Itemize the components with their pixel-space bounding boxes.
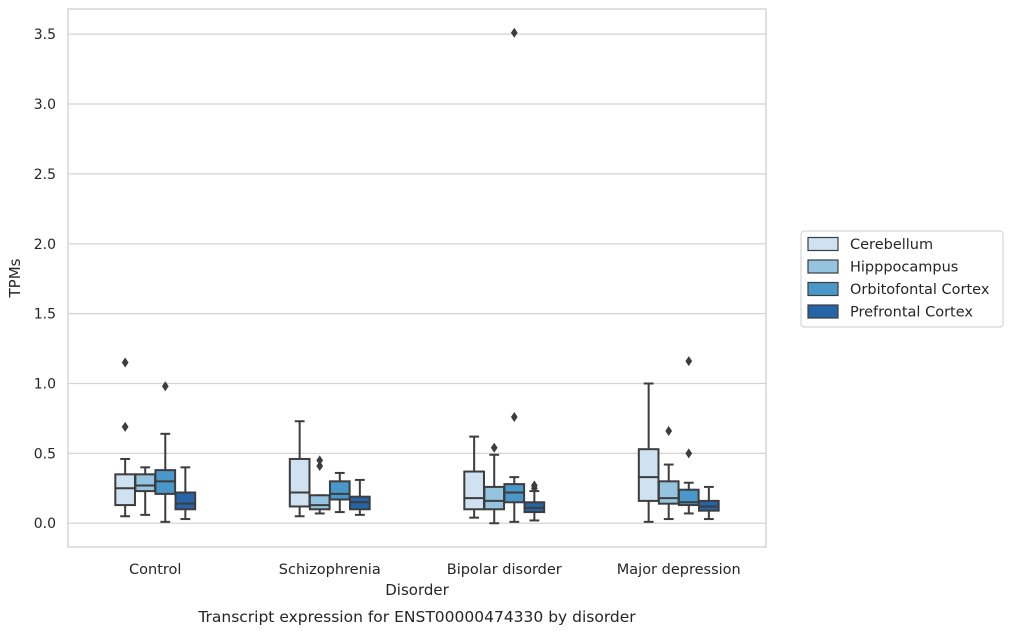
x-tick-label: Control	[129, 562, 181, 578]
box-body	[657, 480, 680, 505]
x-tick-label: Bipolar disorder	[447, 562, 562, 578]
outlier-point	[490, 442, 498, 453]
box-cerebellum	[637, 382, 660, 523]
box-prefrontal-cortex	[698, 485, 720, 521]
y-tick-label: 0.0	[34, 516, 56, 532]
outlier-point	[685, 448, 693, 459]
box-orbitofontal-cortex	[503, 27, 526, 523]
box-prefrontal-cortex	[523, 480, 546, 522]
gridlines	[68, 33, 766, 524]
outlier-point	[161, 381, 169, 392]
legend-item: Cerebellum	[807, 236, 933, 253]
box-hipppocampus	[483, 442, 506, 525]
legend-swatch	[807, 304, 839, 319]
box-body	[114, 473, 136, 507]
outlier-point	[530, 480, 538, 491]
legend-label: Cerebellum	[850, 237, 933, 253]
x-axis-label: Disorder	[385, 581, 449, 599]
box-body	[288, 457, 311, 508]
y-tick-label: 3.5	[34, 27, 56, 43]
box-body	[677, 488, 700, 507]
outlier-point	[121, 357, 129, 368]
y-axis-label: TPMs	[6, 258, 24, 298]
box-hipppocampus	[657, 426, 680, 521]
box-body	[134, 473, 157, 493]
y-tick-label: 2.0	[34, 237, 56, 253]
box-cerebellum	[114, 357, 136, 518]
outlier-point	[685, 356, 693, 367]
box-body	[328, 480, 351, 501]
legend: Cerebellum Hipppocampus Orbitofontal Corte…	[800, 230, 1004, 328]
legend-item: Prefrontal Cortex	[807, 304, 973, 321]
legend-frame	[800, 230, 1004, 328]
box-body	[463, 470, 485, 511]
x-tick-label: Schizophrenia	[279, 562, 381, 578]
plot-area	[67, 8, 767, 548]
outlier-point	[510, 27, 518, 38]
box-prefrontal-cortex	[174, 466, 197, 521]
y-tick-label: 1.0	[34, 377, 56, 393]
box-orbitofontal-cortex	[677, 356, 700, 515]
outlier-point	[316, 455, 324, 466]
y-tick-label: 0.5	[34, 446, 56, 462]
y-tick-label: 2.5	[34, 167, 56, 183]
legend-label: Orbitofontal Cortex	[850, 282, 990, 298]
y-axis-ticks: 0.0 0.5 1.0 1.5 2.0 2.5 3.0 3.5	[34, 27, 56, 532]
legend-item: Hipppocampus	[807, 259, 958, 276]
x-tick-label: Major depression	[617, 562, 741, 578]
legend-item: Orbitofontal Cortex	[807, 281, 990, 298]
outlier-point	[665, 426, 673, 437]
box-body	[174, 491, 197, 511]
legend-swatch	[807, 259, 839, 274]
legend-swatch	[807, 281, 839, 297]
box-cerebellum	[288, 420, 311, 518]
box-prefrontal-cortex	[349, 478, 371, 516]
box-body	[308, 494, 331, 511]
y-tick-label: 3.0	[34, 97, 56, 113]
outlier-point	[121, 421, 129, 432]
box-hipppocampus	[308, 455, 331, 515]
box-orbitofontal-cortex	[328, 471, 351, 514]
legend-swatch	[807, 236, 839, 252]
legend-label: Hipppocampus	[850, 260, 958, 276]
box-orbitofontal-cortex	[154, 381, 177, 523]
outlier-point	[316, 460, 324, 471]
chart-caption: Transcript expression for ENST0000047433…	[197, 608, 636, 626]
outlier-point	[510, 412, 518, 423]
box-body	[637, 448, 660, 502]
legend-label: Prefrontal Cortex	[850, 305, 973, 321]
x-axis-ticks: Control Schizophrenia Bipolar disorder Majo…	[129, 562, 741, 578]
box-body	[483, 485, 506, 511]
box-series	[114, 27, 720, 525]
y-tick-label: 1.5	[34, 307, 56, 323]
